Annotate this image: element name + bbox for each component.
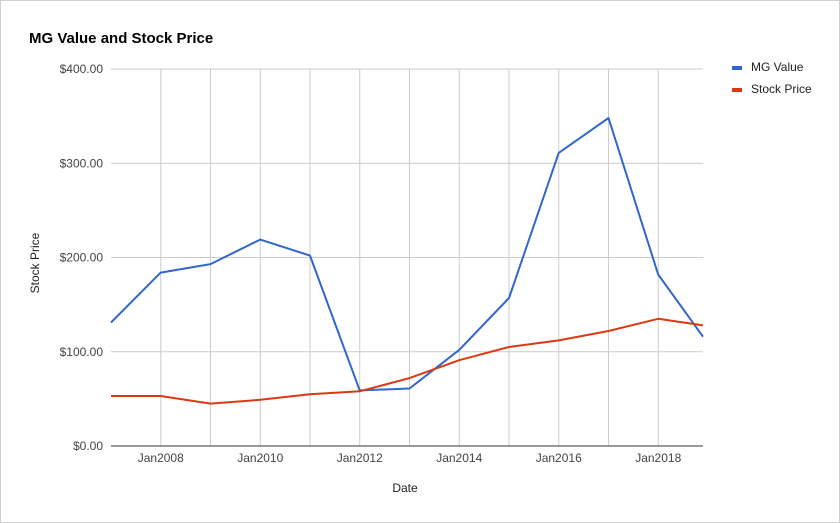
- x-tick-label: Jan2010: [237, 451, 283, 465]
- y-tick-label: $0.00: [73, 439, 103, 453]
- legend-swatch: [732, 88, 742, 92]
- series-lines: [110, 117, 704, 405]
- y-tick-label: $200.00: [60, 251, 104, 265]
- legend-label: Stock Price: [751, 82, 812, 96]
- x-tick-label: Jan2008: [138, 451, 184, 465]
- chart-title: MG Value and Stock Price: [29, 30, 213, 47]
- y-tick-label: $300.00: [60, 156, 104, 170]
- series-line-mg-value: [110, 117, 704, 392]
- legend-label: MG Value: [751, 60, 804, 74]
- x-tick-label: Jan2018: [635, 451, 681, 465]
- x-tick-label: Jan2012: [337, 451, 383, 465]
- y-axis-label: Stock Price: [28, 232, 42, 293]
- legend: MG Value Stock Price: [732, 60, 812, 96]
- y-axis-ticks: $0.00 $100.00 $200.00 $300.00 $400.00: [60, 62, 104, 453]
- series-line-stock-price: [111, 317, 704, 405]
- y-tick-label: $400.00: [60, 62, 104, 76]
- grid-lines: [111, 68, 703, 447]
- x-axis-ticks: Jan2008 Jan2010 Jan2012 Jan2014 Jan2016 Jan20…: [138, 451, 682, 465]
- legend-swatch: [732, 66, 742, 70]
- x-tick-label: Jan2016: [536, 451, 582, 465]
- x-tick-label: Jan2014: [436, 451, 482, 465]
- y-tick-label: $100.00: [60, 345, 104, 359]
- x-axis-label: Date: [392, 481, 418, 495]
